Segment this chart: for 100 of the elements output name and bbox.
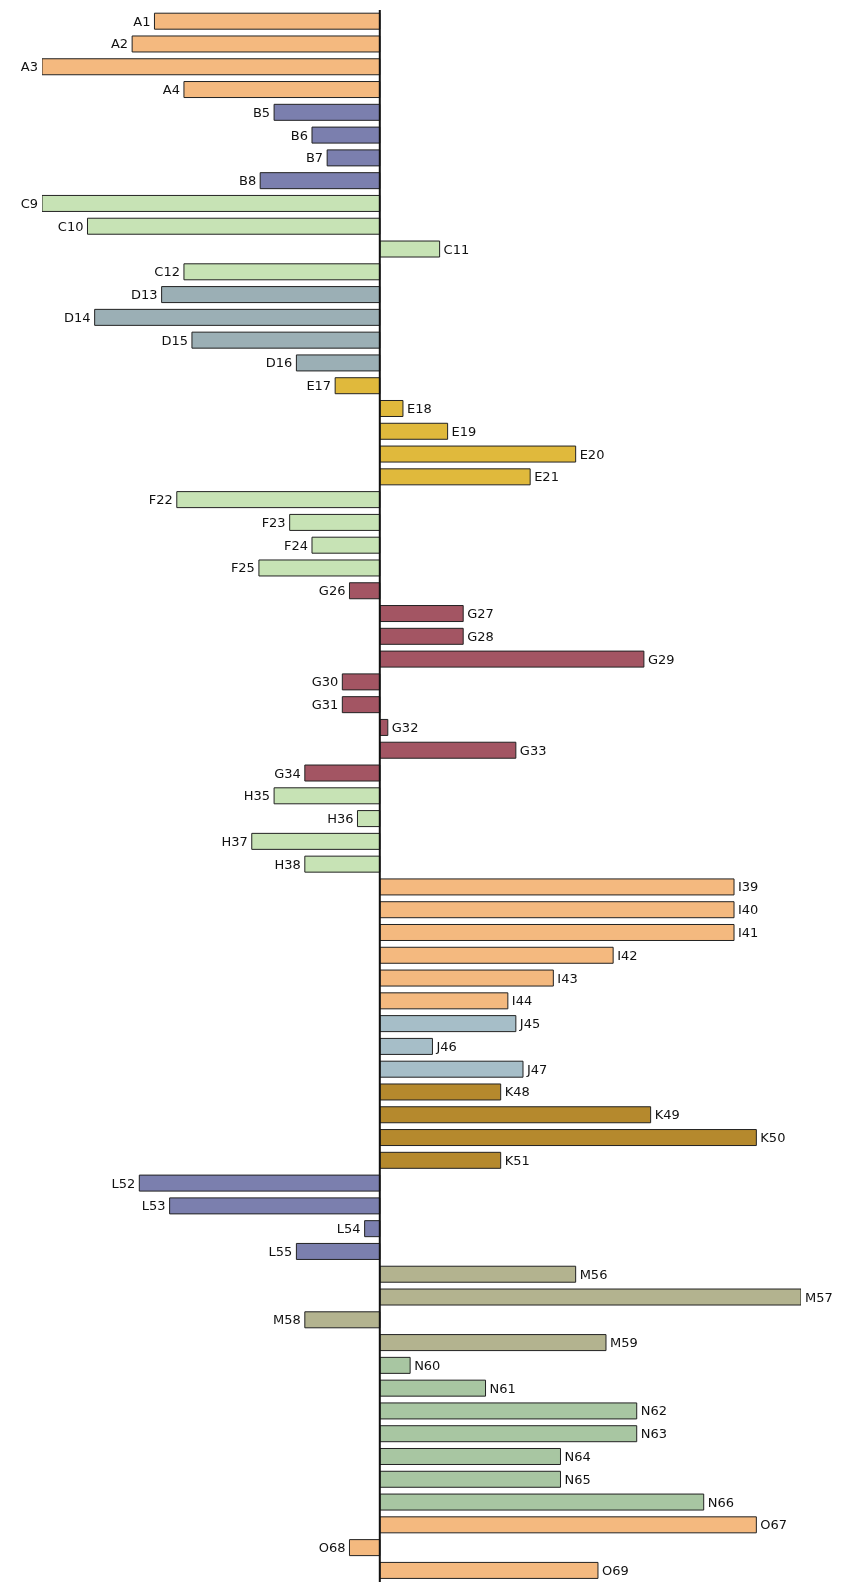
bar — [379, 240, 441, 258]
bar — [379, 1425, 638, 1443]
bar — [379, 878, 735, 896]
bar — [183, 81, 381, 99]
bar — [379, 1015, 517, 1033]
y-tick-label: M56 — [579, 1266, 608, 1282]
bar — [356, 810, 381, 828]
y-tick-label: K48 — [504, 1084, 530, 1100]
bar — [311, 126, 381, 144]
y-tick-label: A2 — [110, 36, 129, 52]
bar — [379, 969, 554, 987]
y-tick-label: K51 — [504, 1152, 530, 1168]
y-tick-label: F23 — [261, 514, 286, 530]
y-tick-label: E21 — [534, 469, 559, 485]
bar — [94, 308, 381, 326]
bar — [379, 946, 614, 964]
y-tick-label: L55 — [268, 1243, 293, 1259]
bar — [295, 1242, 381, 1260]
y-tick-label: E19 — [451, 423, 477, 439]
bar — [379, 1447, 561, 1465]
bar — [161, 286, 381, 304]
y-tick-label: I44 — [511, 993, 533, 1009]
bar — [273, 103, 381, 121]
y-tick-label: B8 — [238, 173, 257, 189]
bar — [326, 149, 381, 167]
y-tick-label: O67 — [760, 1517, 788, 1533]
y-tick-label: N65 — [564, 1471, 591, 1487]
bar — [379, 422, 449, 440]
y-tick-label: G33 — [519, 742, 547, 758]
bar — [379, 1402, 638, 1420]
y-tick-label: I43 — [557, 970, 578, 986]
y-tick-label: H37 — [221, 833, 248, 849]
bar — [304, 764, 381, 782]
bar — [364, 1220, 381, 1238]
y-tick-label: F24 — [283, 537, 308, 553]
y-tick-label: I42 — [617, 947, 638, 963]
y-tick-label: E18 — [406, 400, 432, 416]
bar — [379, 901, 735, 919]
y-tick-label: G28 — [467, 628, 494, 644]
y-tick-label: O68 — [318, 1540, 346, 1556]
y-tick-label: D16 — [265, 355, 293, 371]
y-tick-label: G34 — [274, 765, 301, 781]
bar — [341, 696, 381, 714]
y-tick-label: C12 — [154, 264, 180, 280]
y-tick-label: N66 — [707, 1494, 734, 1510]
bar — [169, 1197, 381, 1215]
bar — [379, 445, 577, 463]
y-tick-label: C11 — [443, 241, 470, 257]
y-tick-label: K49 — [654, 1107, 680, 1123]
bar — [176, 491, 381, 509]
bar — [259, 172, 381, 190]
y-tick-label: J45 — [518, 1016, 541, 1032]
bar — [379, 1379, 487, 1397]
y-tick-label: N63 — [640, 1426, 668, 1442]
bar — [138, 1174, 381, 1192]
y-tick-label: L54 — [336, 1221, 361, 1237]
y-tick-label: G30 — [311, 674, 339, 690]
y-tick-label: G29 — [647, 651, 675, 667]
y-tick-label: G32 — [391, 719, 419, 735]
bar — [42, 58, 381, 76]
y-tick-label: I41 — [738, 924, 759, 940]
bar — [379, 1083, 502, 1101]
bar — [379, 1151, 502, 1169]
bar — [379, 1265, 577, 1283]
bar — [379, 741, 517, 759]
y-tick-label: H35 — [243, 788, 271, 804]
bar — [379, 627, 464, 645]
bar — [379, 1493, 705, 1511]
y-tick-label: C10 — [57, 218, 84, 234]
bar — [295, 354, 381, 372]
y-tick-label: C9 — [20, 195, 38, 211]
y-tick-label: H38 — [274, 856, 301, 872]
bar — [191, 331, 381, 349]
bar — [379, 650, 645, 668]
y-tick-label: B5 — [252, 104, 271, 120]
y-tick-label: M59 — [609, 1335, 638, 1351]
y-tick-label: J47 — [526, 1061, 548, 1077]
y-tick-label: I39 — [738, 879, 759, 895]
y-tick-label: I40 — [738, 902, 759, 918]
y-tick-label: M57 — [805, 1289, 833, 1305]
bar — [379, 992, 509, 1010]
bar — [379, 1561, 599, 1579]
y-tick-label: G26 — [318, 583, 346, 599]
bar — [379, 605, 464, 623]
bar — [379, 1037, 433, 1055]
bar — [379, 1516, 757, 1534]
y-tick-label: D15 — [161, 332, 188, 348]
y-tick-label: B6 — [290, 127, 308, 143]
y-tick-label: D14 — [64, 309, 91, 325]
y-tick-label: G31 — [311, 697, 339, 713]
y-tick-label: O69 — [601, 1562, 629, 1578]
bar — [379, 1470, 561, 1488]
bar — [379, 1060, 524, 1078]
bar — [379, 1106, 652, 1124]
y-tick-label: N62 — [640, 1403, 668, 1419]
bar — [311, 536, 381, 554]
y-tick-label: L53 — [141, 1198, 166, 1214]
bar — [334, 377, 381, 395]
y-tick-label: F25 — [230, 560, 255, 576]
bar — [379, 1334, 607, 1352]
